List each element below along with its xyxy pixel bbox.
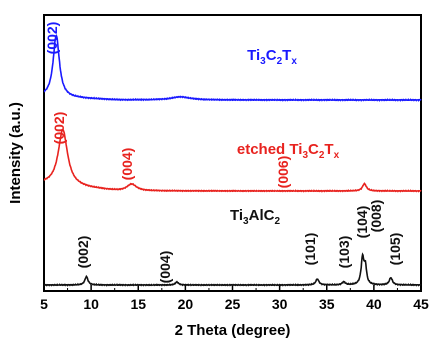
- x-tick-label: 40: [366, 296, 382, 312]
- series-line: [43, 34, 422, 102]
- peak-label: (002): [44, 22, 60, 55]
- peak-label: (103): [336, 236, 352, 269]
- series-1: etched Ti3C2Tx (002) (004) (006): [43, 112, 422, 193]
- peak-label: (105): [387, 233, 403, 266]
- series-0: Ti3C2Tx (002): [43, 22, 422, 102]
- peak-label: (104): [354, 206, 370, 239]
- peak-label: (101): [302, 233, 318, 266]
- peak-label: (002): [51, 112, 67, 145]
- x-tick-label: 5: [40, 296, 48, 312]
- peak-label: (004): [157, 251, 173, 284]
- x-axis-title: 2 Theta (degree): [175, 322, 291, 339]
- x-tick-label: 20: [178, 296, 194, 312]
- x-tick-label: 25: [225, 296, 241, 312]
- series-line: [43, 252, 422, 287]
- series-name-label: Ti3AlC2: [230, 207, 280, 227]
- peak-label: (004): [119, 148, 135, 181]
- x-tick-label: 35: [319, 296, 335, 312]
- x-tick-label: 10: [83, 296, 99, 312]
- x-tick-label: 30: [272, 296, 288, 312]
- series-layer: Ti3C2Tx (002) etched Ti3C2Tx (002) (004) (006…: [43, 22, 422, 287]
- series-name-label: Ti3C2Tx: [247, 47, 297, 67]
- plot-frame: [43, 14, 422, 292]
- y-axis-title: Intensity (a.u.): [7, 102, 24, 204]
- peak-label: (006): [275, 156, 291, 189]
- peak-label: (008): [368, 200, 384, 233]
- peak-label: (002): [75, 236, 91, 269]
- x-tick-label: 15: [130, 296, 146, 312]
- x-tick-label: 45: [413, 296, 429, 312]
- series-line: [43, 129, 422, 193]
- series-2: Ti3AlC2 (002) (004) (101) (103)(104)(008)(10…: [43, 200, 422, 287]
- series-name-label: etched Ti3C2Tx: [237, 141, 340, 161]
- x-axis-ticks: 5 10 15 20 25 30 35 40 45: [40, 285, 429, 312]
